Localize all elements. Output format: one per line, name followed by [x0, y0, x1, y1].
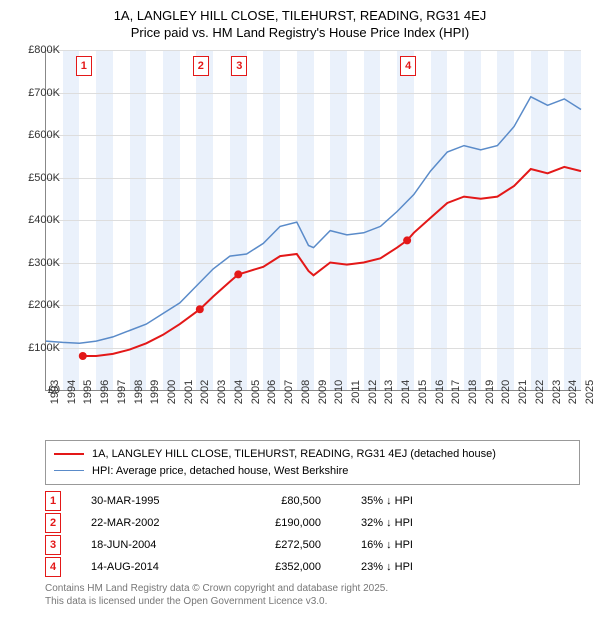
- legend-label: 1A, LANGLEY HILL CLOSE, TILEHURST, READI…: [92, 446, 496, 463]
- legend-label: HPI: Average price, detached house, West…: [92, 463, 348, 480]
- x-axis-label: 2012: [367, 380, 379, 404]
- sale-hpi-diff: 32% ↓ HPI: [361, 517, 461, 529]
- x-axis-label: 2023: [551, 380, 563, 404]
- chart-plot-area: 1 2 3 4: [45, 50, 581, 391]
- series-hpi: [46, 97, 581, 343]
- sale-marker-box: 1: [76, 56, 92, 76]
- footer-line-2: This data is licensed under the Open Gov…: [45, 595, 388, 608]
- x-axis-label: 2006: [266, 380, 278, 404]
- legend-item: 1A, LANGLEY HILL CLOSE, TILEHURST, READI…: [54, 446, 571, 463]
- x-axis-label: 2010: [333, 380, 345, 404]
- y-axis-label: £700K: [28, 87, 60, 99]
- x-axis-label: 2011: [350, 380, 362, 404]
- sale-number-box: 2: [45, 513, 61, 533]
- x-axis-label: 2005: [250, 380, 262, 404]
- sale-number-box: 3: [45, 535, 61, 555]
- sale-price: £190,000: [221, 517, 361, 529]
- x-axis-label: 1994: [66, 380, 78, 404]
- sale-marker-box: 3: [231, 56, 247, 76]
- y-axis-label: £400K: [28, 214, 60, 226]
- chart-title: 1A, LANGLEY HILL CLOSE, TILEHURST, READI…: [0, 0, 600, 42]
- sale-date: 30-MAR-1995: [91, 495, 221, 507]
- x-axis-label: 2014: [400, 380, 412, 404]
- legend-box: 1A, LANGLEY HILL CLOSE, TILEHURST, READI…: [45, 440, 580, 485]
- x-axis-label: 2018: [467, 380, 479, 404]
- x-axis-label: 2013: [383, 380, 395, 404]
- y-axis-label: £600K: [28, 129, 60, 141]
- footer-text: Contains HM Land Registry data © Crown c…: [45, 582, 388, 608]
- chart-svg: [46, 50, 581, 390]
- x-axis-label: 2000: [166, 380, 178, 404]
- x-axis-label: 2025: [584, 380, 596, 404]
- sales-row: 2 22-MAR-2002£190,00032% ↓ HPI: [45, 512, 461, 534]
- sale-marker-dot: [403, 236, 411, 244]
- sale-marker-dot: [79, 352, 87, 360]
- y-axis-label: £500K: [28, 172, 60, 184]
- x-axis-label: 2009: [317, 380, 329, 404]
- x-axis-label: 2024: [567, 380, 579, 404]
- legend-swatch: [54, 470, 84, 471]
- sale-marker-dot: [234, 270, 242, 278]
- series-property: [83, 167, 581, 356]
- x-axis-label: 2002: [199, 380, 211, 404]
- x-axis-label: 2015: [417, 380, 429, 404]
- y-axis-label: £200K: [28, 299, 60, 311]
- sale-price: £272,500: [221, 539, 361, 551]
- sale-date: 14-AUG-2014: [91, 561, 221, 573]
- sale-number-box: 4: [45, 557, 61, 577]
- x-axis-label: 2021: [517, 380, 529, 404]
- sale-date: 18-JUN-2004: [91, 539, 221, 551]
- x-axis-label: 2003: [216, 380, 228, 404]
- sale-marker-box: 2: [193, 56, 209, 76]
- sale-hpi-diff: 35% ↓ HPI: [361, 495, 461, 507]
- sale-date: 22-MAR-2002: [91, 517, 221, 529]
- legend-swatch: [54, 453, 84, 455]
- x-axis-label: 2022: [534, 380, 546, 404]
- y-axis-label: £300K: [28, 257, 60, 269]
- y-axis-label: £100K: [28, 342, 60, 354]
- footer-line-1: Contains HM Land Registry data © Crown c…: [45, 582, 388, 595]
- sales-row: 1 30-MAR-1995£80,50035% ↓ HPI: [45, 490, 461, 512]
- x-axis-label: 2008: [300, 380, 312, 404]
- x-axis-label: 1996: [99, 380, 111, 404]
- title-line-1: 1A, LANGLEY HILL CLOSE, TILEHURST, READI…: [0, 8, 600, 25]
- x-axis-label: 1999: [149, 380, 161, 404]
- sales-row: 4 14-AUG-2014£352,00023% ↓ HPI: [45, 556, 461, 578]
- sale-marker-box: 4: [400, 56, 416, 76]
- x-axis-label: 2020: [500, 380, 512, 404]
- x-axis-label: 2016: [434, 380, 446, 404]
- sale-hpi-diff: 16% ↓ HPI: [361, 539, 461, 551]
- x-axis-label: 2007: [283, 380, 295, 404]
- sales-table: 1 30-MAR-1995£80,50035% ↓ HPI 2 22-MAR-2002…: [45, 490, 461, 578]
- sale-hpi-diff: 23% ↓ HPI: [361, 561, 461, 573]
- sale-price: £352,000: [221, 561, 361, 573]
- x-axis-label: 1995: [82, 380, 94, 404]
- sale-number-box: 1: [45, 491, 61, 511]
- x-axis-label: 2017: [450, 380, 462, 404]
- sale-marker-dot: [196, 305, 204, 313]
- x-axis-label: 1998: [133, 380, 145, 404]
- x-axis-label: 2001: [183, 380, 195, 404]
- y-axis-label: £800K: [28, 44, 60, 56]
- x-axis-label: 2004: [233, 380, 245, 404]
- legend-item: HPI: Average price, detached house, West…: [54, 463, 571, 480]
- sales-row: 3 18-JUN-2004£272,50016% ↓ HPI: [45, 534, 461, 556]
- x-axis-label: 1993: [49, 380, 61, 404]
- x-axis-label: 1997: [116, 380, 128, 404]
- x-axis-label: 2019: [484, 380, 496, 404]
- sale-price: £80,500: [221, 495, 361, 507]
- title-line-2: Price paid vs. HM Land Registry's House …: [0, 25, 600, 42]
- chart-container: 1A, LANGLEY HILL CLOSE, TILEHURST, READI…: [0, 0, 600, 620]
